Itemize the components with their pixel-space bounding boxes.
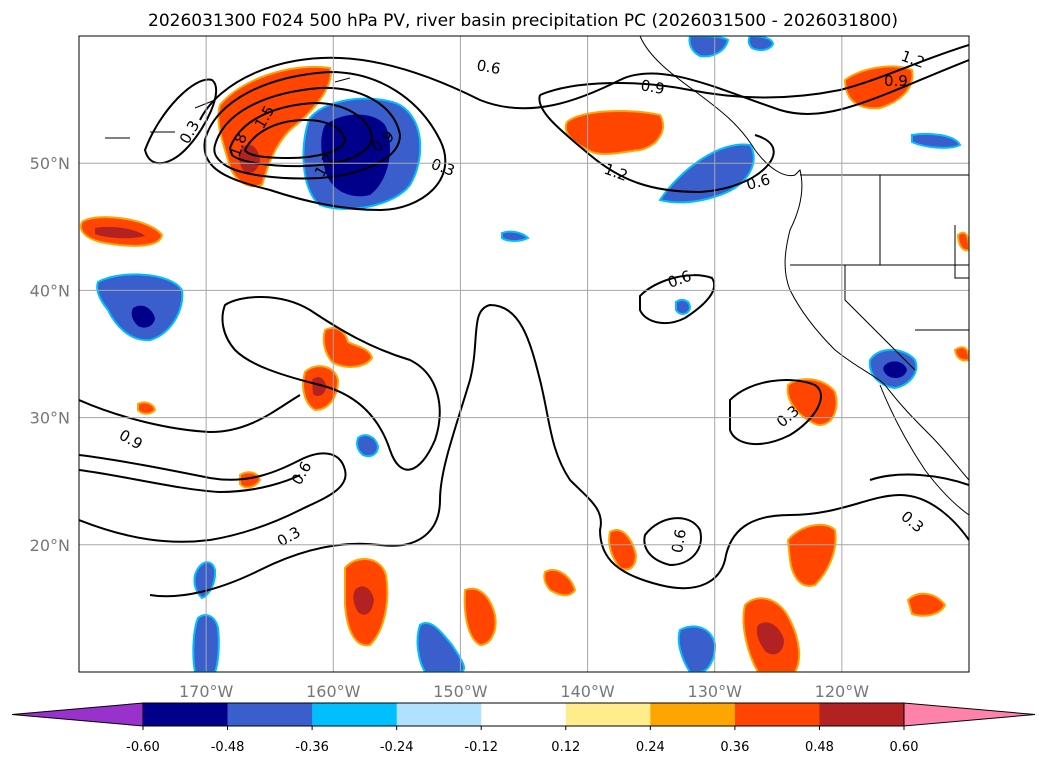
colorbar-segment (396, 703, 482, 726)
pv-contour (199, 56, 969, 121)
precip-blob-positive (843, 65, 914, 110)
lat-tick-label: 30°N (30, 409, 70, 428)
pv-contour (203, 70, 447, 212)
precip-blob-positive (322, 327, 374, 368)
precip-blob-negative-core (131, 305, 155, 328)
coastlines-and-borders (105, 36, 969, 516)
colorbar-extend-high (903, 702, 1036, 727)
precip-blob-positive (137, 401, 157, 415)
longitude-tick-labels: 170°W 160°W 150°W 140°W 130°W 120°W (179, 682, 869, 701)
precip-blob-positive (608, 529, 638, 571)
lat-tick-label: 20°N (30, 536, 70, 555)
precip-blob-negative (501, 230, 530, 242)
colorbar-tick-label: 0.48 (805, 740, 834, 755)
state-borders (790, 175, 969, 371)
precip-blob-negative (911, 132, 962, 149)
precip-blob-positive (953, 346, 969, 362)
precip-blob-negative (356, 434, 380, 458)
colorbar-segment (312, 703, 398, 726)
colorbar-extend-low (11, 702, 144, 727)
precip-blob-negative (677, 625, 717, 672)
gridlines (79, 36, 969, 672)
precip-blob-positive (463, 587, 497, 647)
pv-contour (538, 44, 969, 194)
colorbar: -0.60 -0.48 -0.36 -0.24 -0.12 0.12 0.24 0.36 0.4… (11, 702, 1036, 755)
colorbar-tick-label: 0.60 (890, 740, 919, 755)
precip-blob-positive (786, 378, 838, 427)
colorbar-segment (734, 703, 820, 726)
lon-tick-label: 130°W (688, 682, 743, 701)
pv-contour (643, 517, 702, 567)
pv-contour (221, 296, 441, 471)
colorbar-tick-label: -0.60 (126, 740, 160, 755)
precip-blob-positive (956, 231, 969, 252)
precip-blob-positive-core (312, 377, 326, 396)
pv-contours (79, 44, 969, 598)
pv-contour (228, 101, 374, 168)
precip-blob-positive (786, 523, 837, 587)
lon-tick-label: 120°W (815, 682, 870, 701)
pv-contour (729, 379, 822, 446)
precip-blob-negative (675, 299, 692, 315)
colorbar-tick-label: -0.48 (211, 740, 245, 755)
precip-blob-negative (658, 143, 755, 204)
lon-tick-label: 140°W (560, 682, 615, 701)
colorbar-segment (143, 703, 229, 726)
colorbar-tick-label: -0.12 (464, 740, 498, 755)
colorbar-segment (227, 703, 313, 726)
pv-contour (79, 394, 347, 543)
map-frame (78, 35, 970, 673)
precip-blob-positive (239, 471, 262, 489)
precip-blob-negative (416, 622, 465, 672)
colorbar-tick-label: -0.24 (380, 740, 414, 755)
precip-blob-negative-core (883, 361, 907, 378)
lon-tick-label: 170°W (179, 682, 234, 701)
precip-blob-positive-core (238, 144, 260, 173)
precip-blob-negative (747, 36, 775, 52)
pv-label: 0.9 (884, 72, 908, 90)
chart-title: 2026031300 F024 500 hPa PV, river basin … (148, 11, 898, 31)
colorbar-tick-label: 0.24 (636, 740, 665, 755)
latitude-tick-labels: 50°N 40°N 30°N 20°N (30, 154, 70, 555)
precip-blob-positive (543, 569, 577, 597)
pv-contour (639, 274, 715, 325)
precip-blob-positive-core (353, 586, 374, 615)
colorbar-segment (819, 703, 905, 726)
precip-blob-positive-core (756, 622, 784, 655)
colorbar-segment (650, 703, 736, 726)
north-america-coastline (639, 36, 969, 481)
baja-coastline (879, 384, 969, 516)
colorbar-segment (481, 703, 567, 726)
pv-contour (869, 473, 969, 486)
pv-label: 0.6 (744, 170, 772, 194)
pv-contour (243, 118, 347, 160)
precip-blob-positive (906, 592, 947, 617)
colorbar-tick-label: 0.12 (551, 740, 580, 755)
colorbar-segment (565, 703, 651, 726)
precip-blob-positive-core (95, 226, 145, 239)
colorbar-tick-label: -0.36 (295, 740, 329, 755)
colorbar-tick-label: 0.36 (720, 740, 749, 755)
pv-contour (213, 86, 402, 180)
lat-tick-label: 40°N (30, 281, 70, 300)
colorbar-frame (142, 702, 905, 727)
lon-tick-label: 150°W (433, 682, 488, 701)
lon-tick-label: 160°W (306, 682, 361, 701)
pv-label: 0.6 (668, 528, 690, 555)
pv-label: 0.6 (475, 56, 502, 78)
lat-tick-label: 50°N (30, 154, 70, 173)
map-area: 0.3 0.6 0.9 0.3 1.2 1.5 1.8 1.2 0.9 1.2 … (78, 35, 970, 673)
pv-label: 0.9 (639, 76, 666, 98)
precip-anomaly-fields (80, 36, 969, 672)
aleutian-islands (105, 77, 351, 139)
